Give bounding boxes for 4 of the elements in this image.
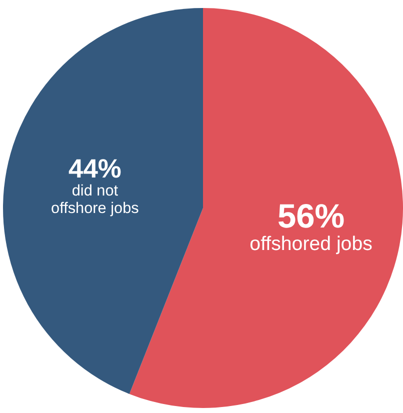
slice-label: offshored jobs — [250, 232, 373, 255]
slice-label: did not offshore jobs — [51, 182, 140, 218]
data-label: 44% — [68, 154, 122, 184]
data-label: 56% — [277, 198, 345, 236]
